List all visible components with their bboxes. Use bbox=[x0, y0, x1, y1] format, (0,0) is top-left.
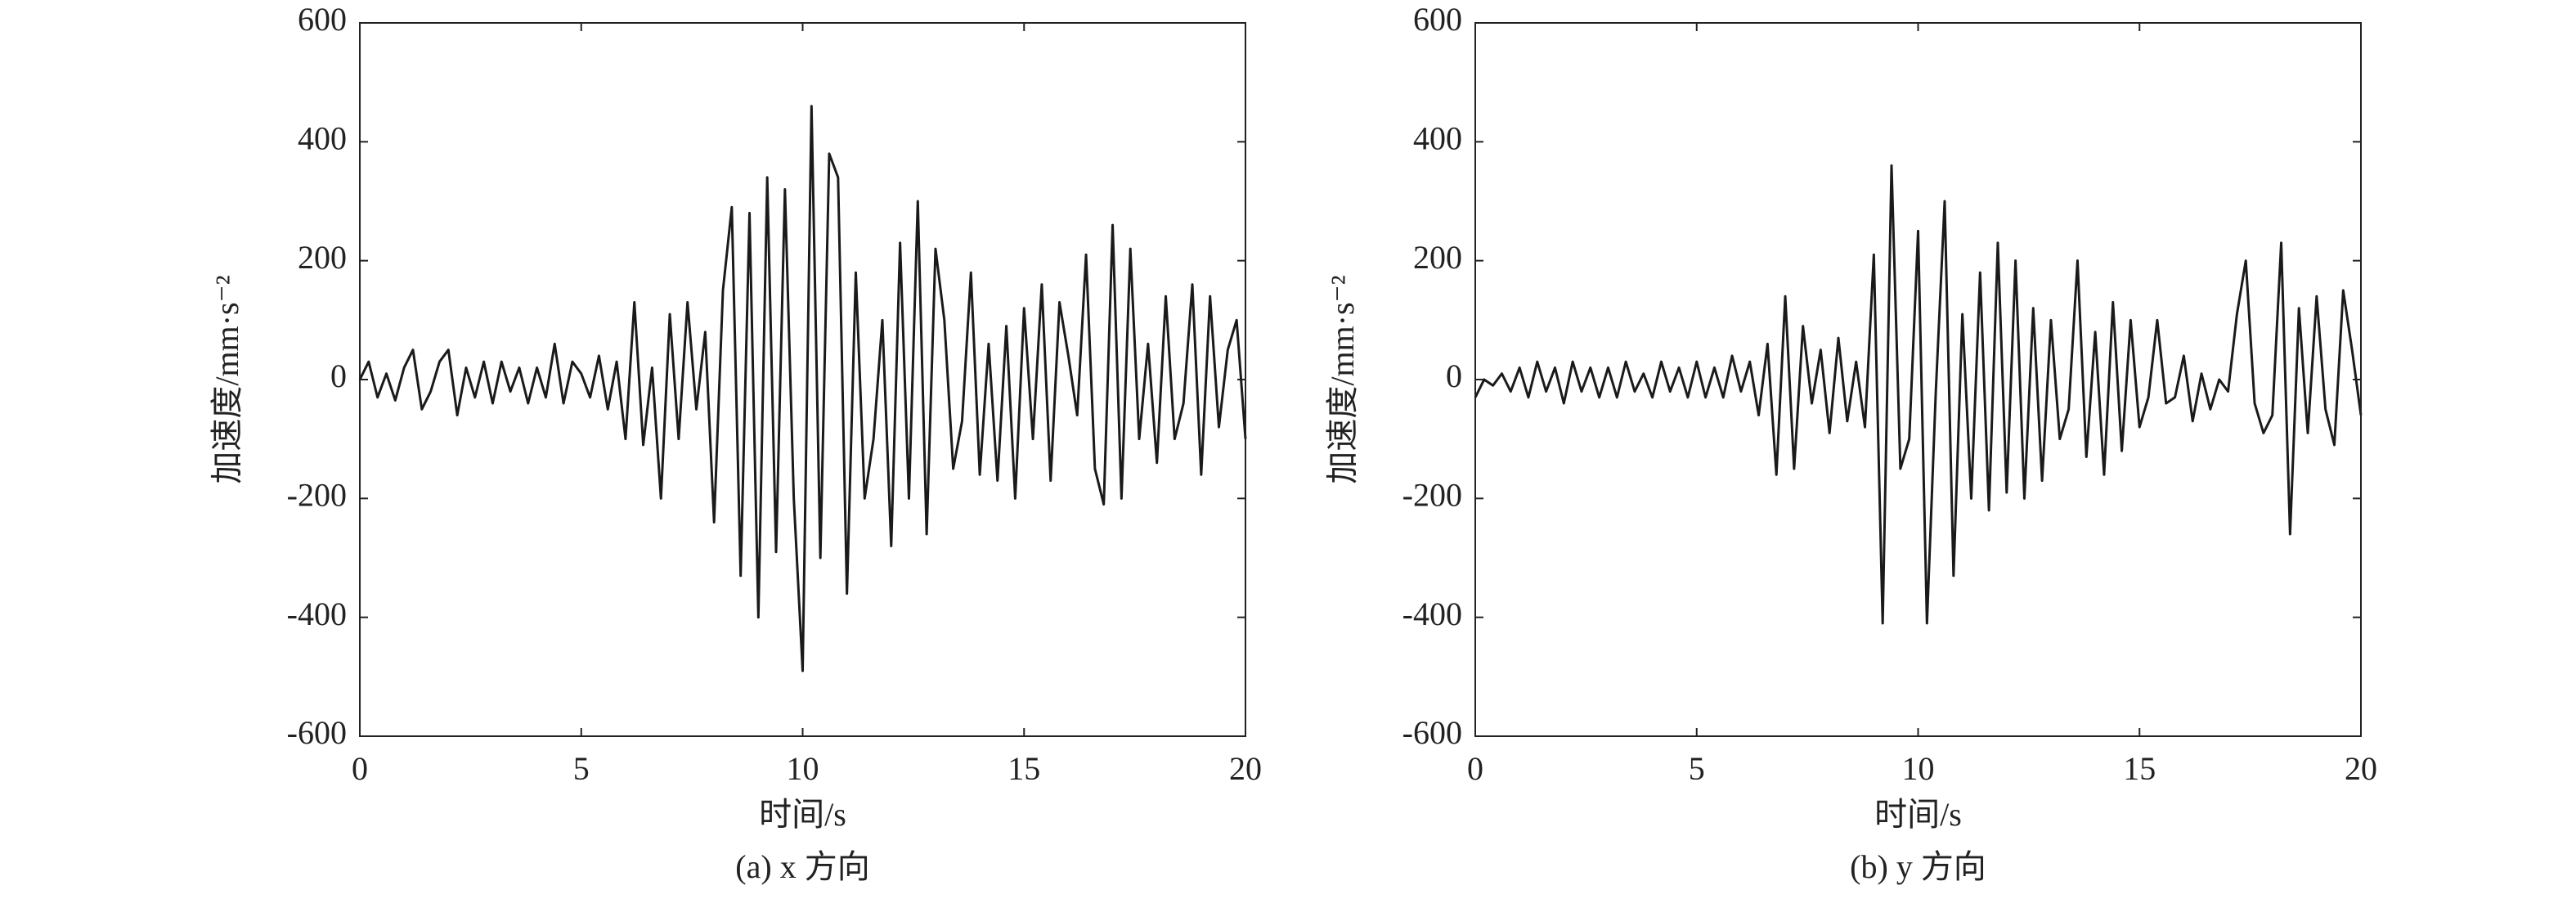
chart-caption: (b) y 方向 bbox=[1850, 848, 1986, 885]
plot-frame bbox=[359, 22, 1246, 737]
y-tick-label: 200 bbox=[298, 239, 347, 276]
y-axis-label: 加速度/mm·s⁻² bbox=[1324, 275, 1361, 483]
y-tick-label: 400 bbox=[1413, 120, 1462, 157]
y-tick-label: 600 bbox=[1413, 1, 1462, 38]
x-tick-label: 15 bbox=[2123, 750, 2156, 787]
y-tick-label: 0 bbox=[1446, 357, 1462, 394]
data-line bbox=[1474, 164, 2363, 625]
x-tick-label: 10 bbox=[787, 750, 819, 787]
x-tick-label: 0 bbox=[1467, 750, 1483, 787]
plot-frame bbox=[1474, 22, 2362, 737]
data-line bbox=[358, 105, 1247, 672]
x-tick-label: 10 bbox=[1902, 750, 1935, 787]
y-tick-label: 600 bbox=[298, 1, 347, 38]
x-tick-label: 0 bbox=[352, 750, 368, 787]
y-tick-label: -400 bbox=[1402, 596, 1462, 632]
x-tick-label: 20 bbox=[1229, 750, 1262, 787]
x-tick-label: 5 bbox=[573, 750, 590, 787]
y-tick-label: 200 bbox=[1413, 239, 1462, 276]
y-tick-label: 0 bbox=[330, 357, 347, 394]
y-axis-label: 加速度/mm·s⁻² bbox=[209, 275, 245, 483]
y-tick-label: -200 bbox=[287, 477, 347, 514]
x-tick-label: 20 bbox=[2345, 750, 2377, 787]
x-tick-label: 15 bbox=[1008, 750, 1040, 787]
x-tick-label: 5 bbox=[1689, 750, 1705, 787]
chart-caption: (a) x 方向 bbox=[735, 848, 869, 885]
y-tick-label: -600 bbox=[287, 714, 347, 751]
y-tick-label: -400 bbox=[287, 596, 347, 632]
y-tick-label: -600 bbox=[1402, 714, 1462, 751]
y-tick-label: 400 bbox=[298, 120, 347, 157]
y-tick-label: -200 bbox=[1402, 477, 1462, 514]
x-axis-label: 时间/s bbox=[1874, 796, 1962, 833]
x-axis-label: 时间/s bbox=[759, 796, 846, 833]
